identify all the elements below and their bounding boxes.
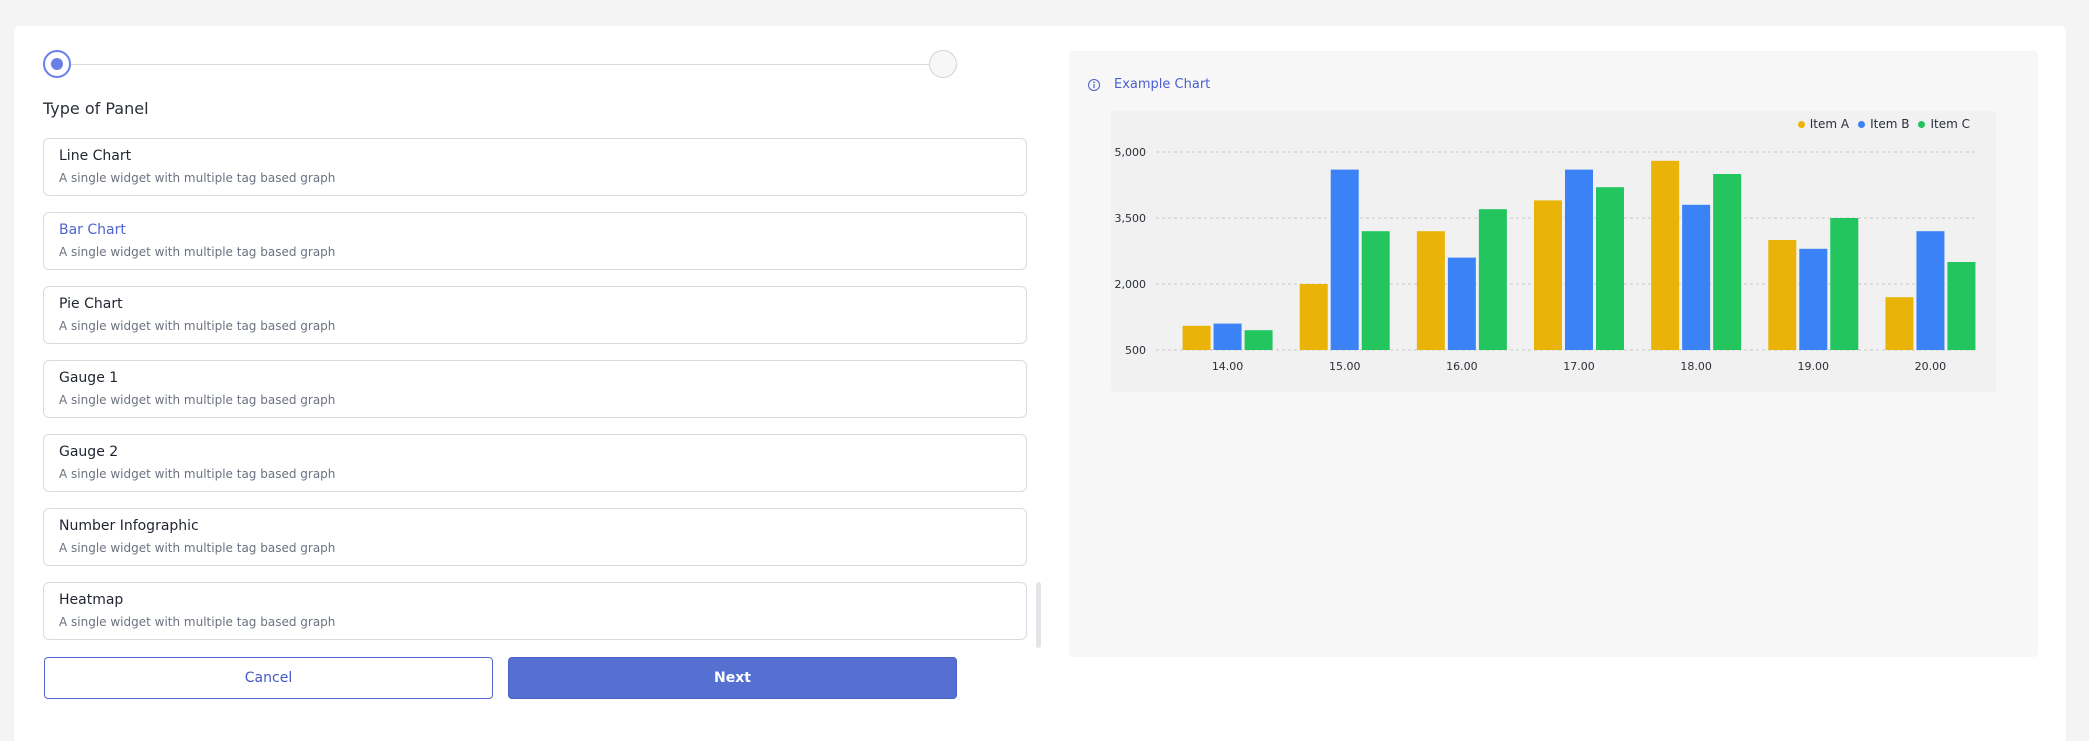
bar-item-c — [1361, 231, 1390, 350]
panel-type-option[interactable]: Number Infographic A single widget with m… — [43, 508, 1027, 566]
info-icon — [1088, 79, 1100, 91]
bar-item-a — [1534, 200, 1562, 350]
chart-legend: Item A Item B Item C — [1797, 117, 1970, 131]
x-tick-label: 20.00 — [1915, 360, 1947, 373]
stepper-line — [71, 64, 929, 65]
panel-type-option[interactable]: Bar Chart A single widget with multiple t… — [43, 212, 1027, 270]
section-title: Type of Panel — [43, 99, 149, 118]
panel-type-option[interactable]: Gauge 2 A single widget with multiple tag… — [43, 434, 1027, 492]
legend-item[interactable]: Item C — [1918, 117, 1970, 131]
legend-item[interactable]: Item A — [1797, 117, 1850, 131]
chart-preview-panel: Example Chart 500 2,000 3,500 5,000 14.00 15.… — [1069, 51, 2038, 657]
bar-item-b — [1330, 169, 1359, 350]
bar-item-b — [1565, 169, 1593, 350]
legend-label: Item B — [1870, 117, 1910, 131]
cancel-button[interactable]: Cancel — [44, 657, 493, 699]
panel-type-option[interactable]: Line Chart A single widget with multiple … — [43, 138, 1027, 196]
wizard-stepper — [43, 50, 957, 80]
bar-item-a — [1651, 160, 1680, 350]
bar-item-b — [1682, 204, 1711, 350]
bar-item-b — [1213, 323, 1242, 350]
bar-item-b — [1799, 248, 1828, 350]
panel-type-description: A single widget with multiple tag based … — [59, 319, 336, 333]
panel-type-description: A single widget with multiple tag based … — [59, 541, 336, 555]
y-tick-label: 2,000 — [1115, 278, 1147, 291]
panel-type-description: A single widget with multiple tag based … — [59, 467, 336, 481]
example-bar-chart: 500 2,000 3,500 5,000 14.00 15.00 16.00 17.00 18… — [1111, 111, 1996, 392]
x-tick-label: 19.00 — [1798, 360, 1830, 373]
bar-item-c — [1713, 174, 1742, 350]
y-tick-label: 5,000 — [1115, 146, 1147, 159]
panel-type-title: Gauge 1 — [59, 370, 119, 386]
bar-item-a — [1885, 297, 1914, 350]
y-tick-label: 500 — [1125, 344, 1146, 357]
x-tick-label: 18.00 — [1680, 360, 1712, 373]
x-tick-label: 16.00 — [1446, 360, 1478, 373]
step-1-indicator[interactable] — [43, 50, 71, 78]
bar-item-a — [1416, 231, 1445, 350]
x-tick-label: 14.00 — [1212, 360, 1244, 373]
bar-item-c — [1244, 330, 1273, 350]
panel-type-description: A single widget with multiple tag based … — [59, 171, 336, 185]
next-button[interactable]: Next — [508, 657, 957, 699]
bar-chart-svg: 500 2,000 3,500 5,000 14.00 15.00 16.00 17.00 18… — [1115, 146, 1976, 373]
panel-type-description: A single widget with multiple tag based … — [59, 615, 336, 629]
legend-label: Item A — [1809, 117, 1850, 131]
bar-item-c — [1596, 187, 1624, 350]
bar-item-b — [1916, 231, 1945, 350]
bar-item-b — [1447, 257, 1476, 350]
list-scrollbar[interactable] — [1036, 582, 1041, 648]
panel-type-list[interactable]: Line Chart A single widget with multiple … — [43, 138, 1031, 643]
legend-label: Item C — [1930, 117, 1970, 131]
legend-item[interactable]: Item B — [1858, 117, 1909, 131]
panel-type-title: Pie Chart — [59, 296, 123, 312]
panel-type-title: Heatmap — [59, 592, 124, 608]
x-tick-label: 15.00 — [1329, 360, 1361, 373]
panel-type-description: A single widget with multiple tag based … — [59, 393, 336, 407]
legend-dot — [1918, 120, 1926, 128]
legend-dot — [1858, 120, 1866, 128]
bar-item-c — [1947, 262, 1976, 350]
chart-title: Example Chart — [1114, 77, 1211, 92]
bar-item-a — [1768, 240, 1797, 350]
panel-type-option[interactable]: Gauge 1 A single widget with multiple tag… — [43, 360, 1027, 418]
panel-type-title: Bar Chart — [59, 222, 126, 238]
bar-item-c — [1830, 218, 1859, 350]
step-2-indicator[interactable] — [929, 50, 957, 78]
bar-item-a — [1299, 284, 1328, 350]
panel-type-title: Number Infographic — [59, 518, 199, 534]
panel-type-option[interactable]: Pie Chart A single widget with multiple t… — [43, 286, 1027, 344]
panel-type-option[interactable]: Heatmap A single widget with multiple tag… — [43, 582, 1027, 640]
x-tick-label: 17.00 — [1563, 360, 1595, 373]
panel-type-title: Gauge 2 — [59, 444, 119, 460]
legend-dot — [1797, 120, 1805, 128]
panel-type-title: Line Chart — [59, 148, 132, 164]
bar-item-c — [1478, 209, 1507, 350]
panel-type-description: A single widget with multiple tag based … — [59, 245, 336, 259]
y-tick-label: 3,500 — [1115, 212, 1147, 225]
bar-item-a — [1182, 325, 1211, 350]
